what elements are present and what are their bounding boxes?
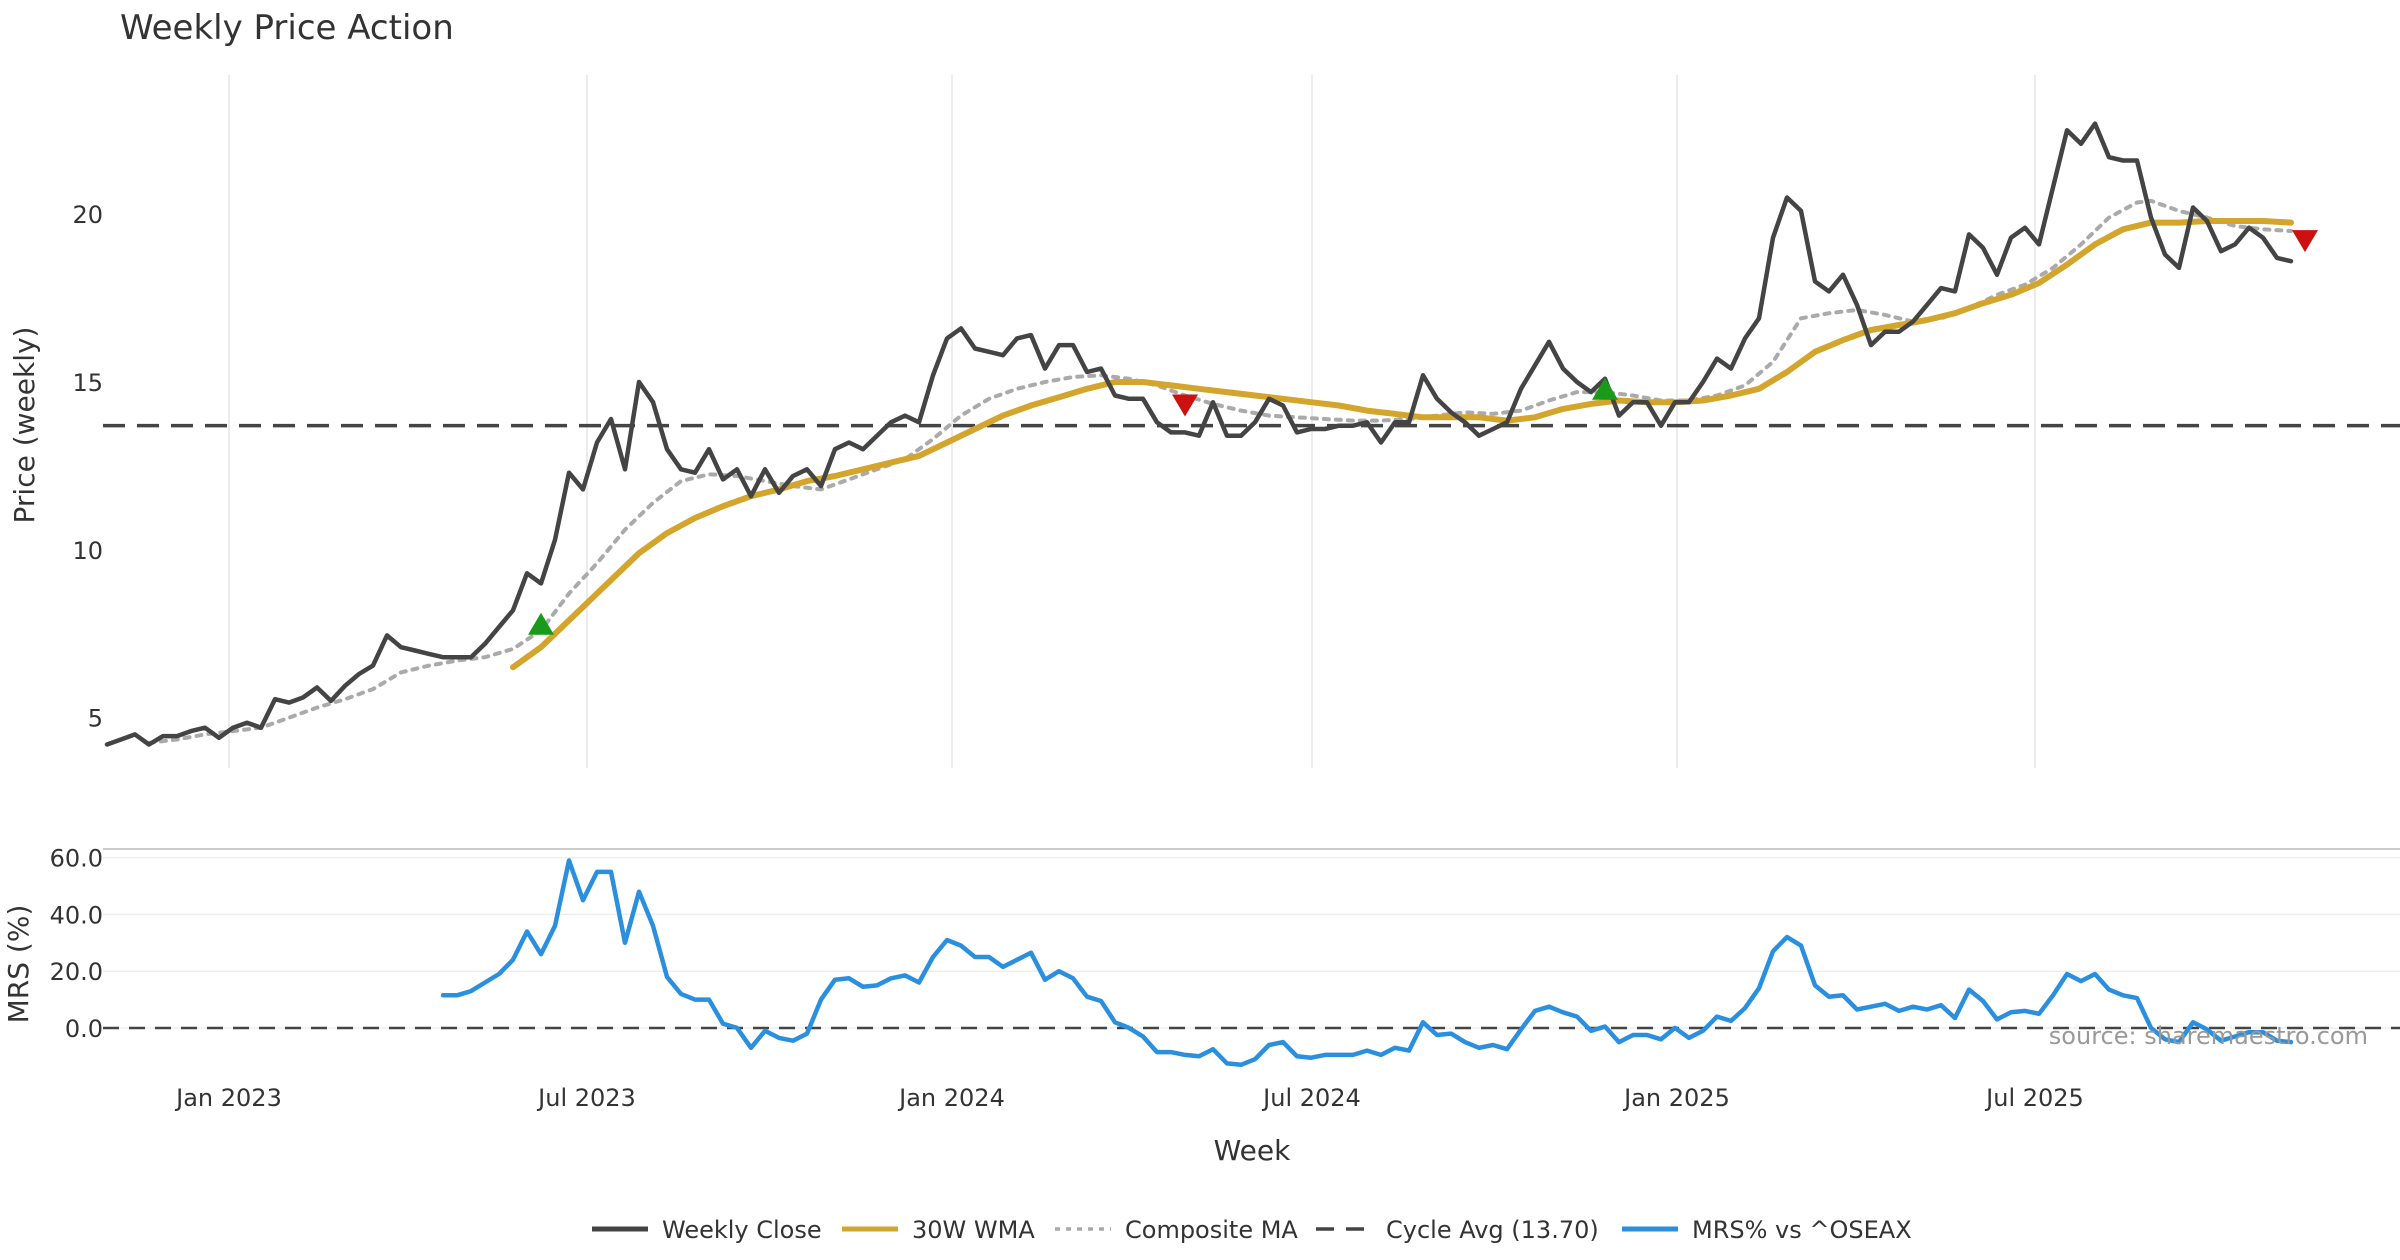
buy-marker-1 [1592, 377, 1618, 400]
price-y-ticks: 5 10 15 20 [72, 201, 103, 732]
mrs-grid [103, 856, 2400, 1029]
weekly-close-line [104, 121, 2294, 747]
x-axis-label: Week [1214, 1134, 1291, 1167]
x-tick-5: Jul 2025 [1984, 1084, 2084, 1112]
price-grid [228, 75, 2036, 768]
wma-30w-line [510, 218, 2294, 671]
price-y-label: Price (weekly) [8, 327, 41, 524]
sell-marker-1 [2292, 230, 2318, 253]
buy-marker-0 [528, 612, 554, 635]
price-y-tick-20: 20 [72, 201, 103, 229]
sell-marker-0 [1172, 394, 1198, 417]
composite-ma-line [147, 198, 2293, 745]
signal-markers [528, 230, 2318, 635]
mrs-y-tick-0: 60.0 [50, 845, 103, 873]
legend: Weekly Close 30W WMA Composite MA Cycle Avg… [592, 1216, 1912, 1244]
x-tick-4: Jan 2025 [1622, 1084, 1730, 1112]
legend-label-1: 30W WMA [912, 1216, 1035, 1244]
x-ticks: Jan 2023 Jul 2023 Jan 2024 Jul 2024 Jan 2025… [174, 1084, 2084, 1112]
mrs-y-tick-2: 20.0 [50, 958, 103, 986]
mrs-series [103, 858, 2400, 1068]
legend-label-2: Composite MA [1125, 1216, 1298, 1244]
mrs-y-label: MRS (%) [2, 905, 35, 1024]
mrs-y-ticks: 60.0 40.0 20.0 0.0 [50, 845, 103, 1043]
legend-label-0: Weekly Close [662, 1216, 822, 1244]
price-y-tick-15: 15 [72, 369, 103, 397]
x-tick-2: Jan 2024 [897, 1084, 1005, 1112]
x-tick-1: Jul 2023 [536, 1084, 636, 1112]
price-y-tick-10: 10 [72, 537, 103, 565]
x-tick-3: Jul 2024 [1261, 1084, 1361, 1112]
price-y-tick-5: 5 [88, 705, 103, 733]
x-tick-0: Jan 2023 [174, 1084, 282, 1112]
legend-label-4: MRS% vs ^OSEAX [1692, 1216, 1912, 1244]
source-text: source: sharemaestro.com [2049, 1022, 2368, 1050]
legend-label-3: Cycle Avg (13.70) [1386, 1216, 1599, 1244]
mrs-line [440, 858, 2294, 1068]
price-series [103, 121, 2400, 747]
mrs-y-tick-1: 40.0 [50, 901, 103, 929]
mrs-y-tick-3: 0.0 [65, 1015, 103, 1043]
chart-title: Weekly Price Action [120, 8, 454, 48]
